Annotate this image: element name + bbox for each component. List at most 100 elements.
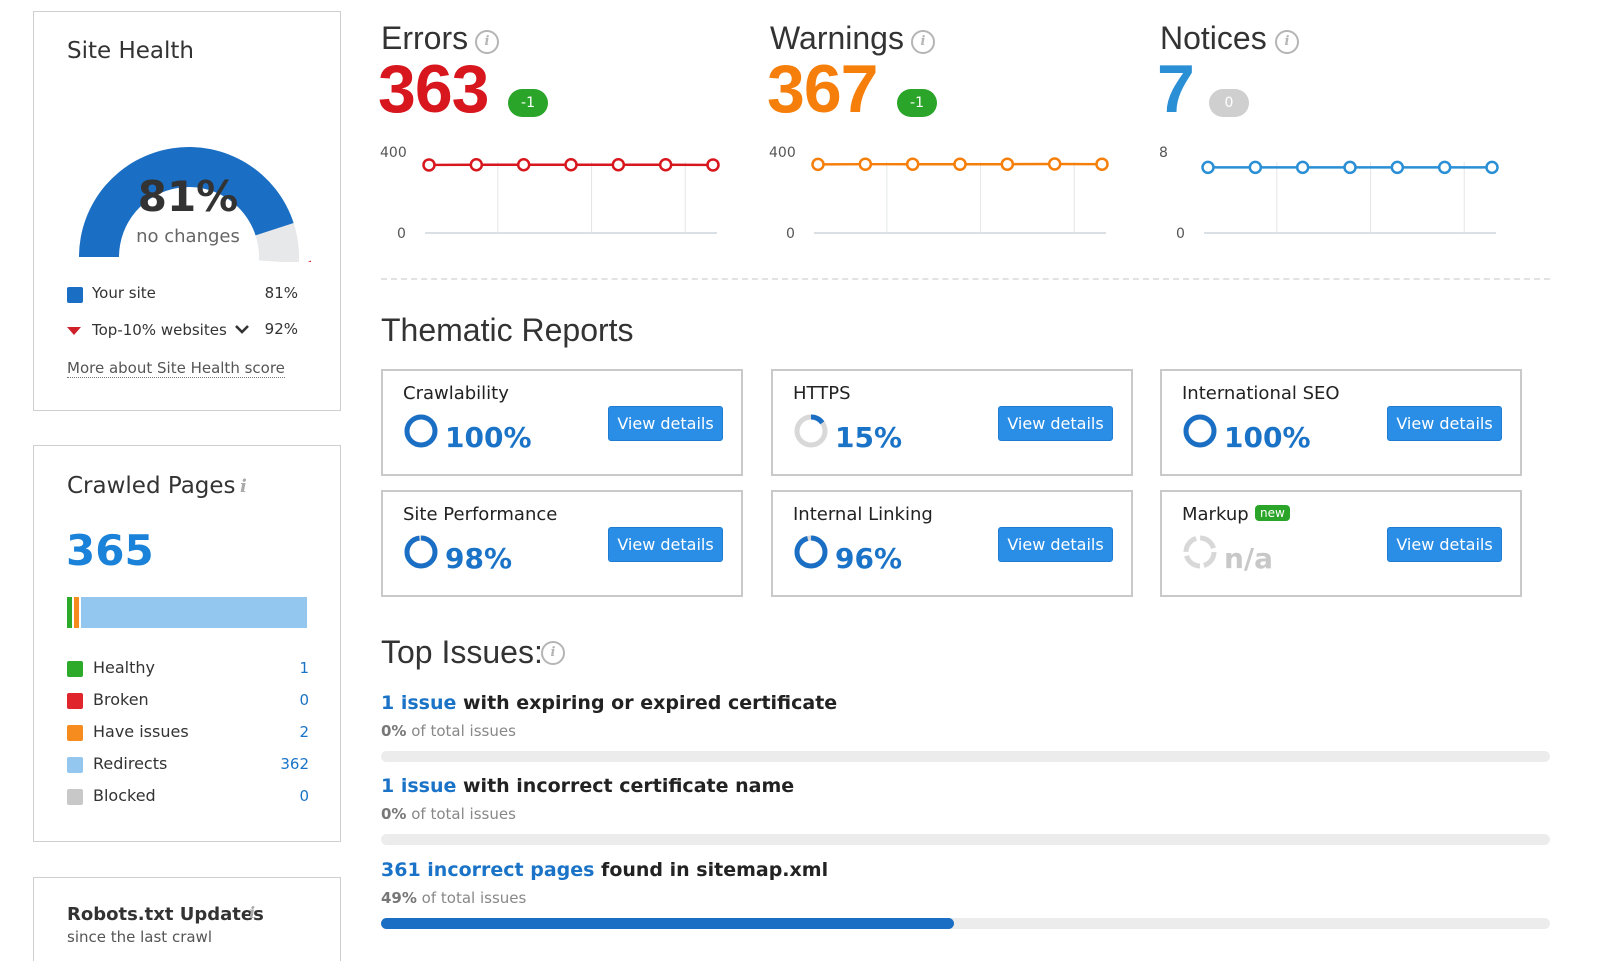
issue-share-suffix: of total issues (416, 889, 527, 907)
notices-count[interactable]: 7 (1157, 51, 1195, 127)
notices-trend-point-1[interactable] (1248, 160, 1263, 175)
errors-trend-point-2[interactable] (516, 158, 531, 172)
report-title: Internal Linking (793, 504, 933, 525)
crawled-pages-panel: Crawled Pages i 365 Healthy 1 Broken 0 Have … (33, 445, 341, 842)
errors-trend-point-0[interactable] (422, 158, 436, 172)
warnings-trend-point-3[interactable] (953, 157, 967, 171)
report-title: Markup (1182, 504, 1249, 525)
notices-trend-point-0[interactable] (1201, 160, 1215, 175)
report-score[interactable]: 100% (1224, 421, 1311, 454)
notices-trend-point-6[interactable] (1485, 160, 1499, 175)
legend-healthy-label[interactable]: Healthy (93, 658, 156, 677)
report-title: International SEO (1182, 383, 1340, 404)
report-donut (1183, 535, 1217, 569)
gauge-top10-marker (307, 260, 312, 262)
errors-trend-point-1[interactable] (469, 158, 484, 172)
legend-blocked-label[interactable]: Blocked (93, 786, 156, 805)
issue-share: 49% of total issues (381, 889, 526, 907)
view-details-button[interactable]: View details (608, 527, 723, 562)
notices-axis-top-label: 8 (1159, 145, 1168, 161)
legend-your-site-swatch (67, 287, 83, 303)
more-about-site-health-link[interactable]: More about Site Health score (67, 359, 285, 378)
gauge-fill (79, 147, 294, 257)
report-card-internal-linking: Internal Linking 96% View details (771, 490, 1133, 597)
warnings-trend-point-2[interactable] (905, 157, 920, 171)
notices-trend-point-2[interactable] (1295, 160, 1310, 175)
bar-segment-healthy[interactable] (67, 597, 72, 628)
issue-share-percent: 0% (381, 805, 407, 823)
issue-share-suffix: of total issues (406, 722, 516, 740)
report-score[interactable]: 96% (835, 542, 903, 575)
notices-trend-point-5[interactable] (1437, 160, 1452, 175)
site-health-panel: Site Health 81% no changes Your site 81%… (33, 11, 341, 411)
errors-trend-point-5[interactable] (658, 158, 673, 172)
errors-delta-badge: -1 (508, 89, 548, 117)
top-issues-title: Top Issues: (381, 634, 543, 670)
legend-top10-label[interactable]: Top-10% websites (92, 321, 250, 339)
warnings-trend-point-1[interactable] (858, 157, 873, 171)
report-score[interactable]: 15% (835, 421, 903, 454)
thematic-reports-title: Thematic Reports (381, 312, 634, 348)
warnings-info-icon[interactable]: i (911, 30, 935, 54)
legend-redirects-count[interactable]: 362 (280, 755, 309, 773)
errors-trend-point-6[interactable] (706, 158, 720, 172)
robots-subtitle: since the last crawl (67, 928, 212, 946)
warnings-axis-top-label: 400 (769, 145, 796, 161)
issue-progress-track (381, 834, 1550, 845)
legend-healthy-count[interactable]: 1 (299, 659, 309, 677)
legend-broken-count[interactable]: 0 (299, 691, 309, 709)
site-health-gauge (79, 147, 312, 262)
issue-progress-track (381, 751, 1550, 762)
crawled-pages-bar (67, 597, 307, 628)
issue-link[interactable]: 361 incorrect pages (381, 859, 595, 881)
view-details-button[interactable]: View details (998, 527, 1113, 562)
report-score[interactable]: n/a (1224, 542, 1274, 575)
chevron-down-icon[interactable] (234, 323, 250, 335)
errors-axis-bottom-label: 0 (397, 226, 406, 242)
notices-trend-point-3[interactable] (1343, 160, 1357, 175)
legend-broken-label[interactable]: Broken (93, 690, 149, 709)
legend-have-issues-count[interactable]: 2 (299, 723, 309, 741)
errors-title: Errors (381, 20, 469, 56)
notices-delta-badge: 0 (1209, 89, 1249, 117)
notices-axis-bottom-label: 0 (1176, 226, 1185, 242)
warnings-delta-badge: -1 (897, 89, 937, 117)
notices-trend-point-4[interactable] (1390, 160, 1405, 175)
legend-blocked-count[interactable]: 0 (299, 787, 309, 805)
report-title: Site Performance (403, 504, 558, 525)
notices-info-icon[interactable]: i (1275, 30, 1299, 54)
report-score[interactable]: 100% (445, 421, 532, 454)
legend-have-issues-label[interactable]: Have issues (93, 722, 189, 741)
view-details-button[interactable]: View details (1387, 527, 1502, 562)
notices-title: Notices (1160, 20, 1267, 56)
report-card-international-seo: International SEO 100% View details (1160, 369, 1522, 476)
warnings-count[interactable]: 367 (767, 51, 878, 127)
view-details-button[interactable]: View details (608, 406, 723, 441)
issue-share-percent: 49% (381, 889, 417, 907)
warnings-trend-point-0[interactable] (811, 157, 825, 172)
view-details-button[interactable]: View details (1387, 406, 1502, 441)
warnings-trend-point-6[interactable] (1095, 157, 1109, 171)
errors-trend-point-3[interactable] (564, 158, 578, 172)
bar-segment-redirects[interactable] (81, 597, 307, 628)
issue-link[interactable]: 1 issue (381, 775, 457, 797)
errors-count[interactable]: 363 (378, 51, 489, 127)
issue-share: 0% of total issues (381, 805, 516, 823)
robots-info-icon[interactable]: i (249, 903, 256, 922)
issue-description: with incorrect certificate name (456, 775, 795, 797)
legend-redirects-label[interactable]: Redirects (93, 754, 168, 773)
bar-segment-have-issues[interactable] (74, 597, 79, 628)
crawled-pages-info-icon[interactable]: i (240, 476, 247, 497)
warnings-title: Warnings (770, 20, 904, 56)
report-score[interactable]: 98% (445, 542, 513, 575)
warnings-trend-point-4[interactable] (1000, 157, 1015, 171)
issue-link[interactable]: 1 issue (381, 692, 457, 714)
warnings-trend-point-5[interactable] (1047, 157, 1062, 171)
errors-info-icon[interactable]: i (475, 30, 499, 54)
crawled-pages-total[interactable]: 365 (66, 526, 154, 575)
warnings-axis-bottom-label: 0 (786, 226, 795, 242)
errors-trend-point-4[interactable] (611, 158, 626, 172)
top-issues-info-icon[interactable]: i (541, 641, 565, 665)
issue-progress-fill (381, 918, 954, 929)
view-details-button[interactable]: View details (998, 406, 1113, 441)
